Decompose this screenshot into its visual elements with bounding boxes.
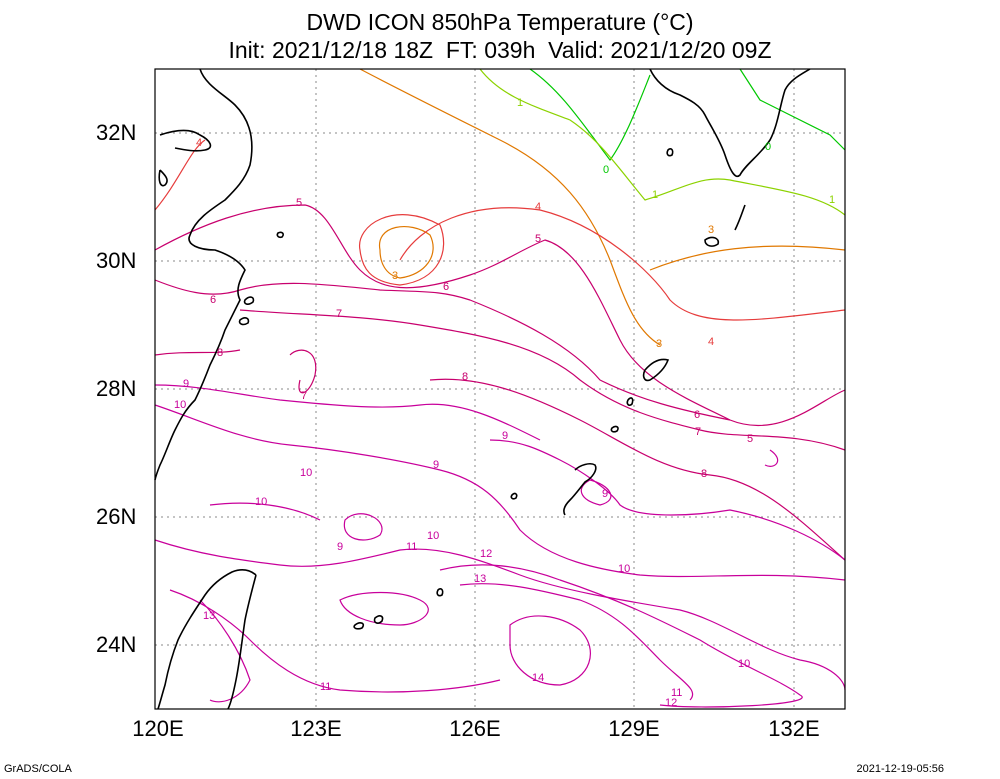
contour-label: 12 [480,548,492,560]
contour-label: 6 [443,281,449,293]
contour-label: 4 [196,137,202,149]
contour-label: 9 [502,430,508,442]
lat-label: 26N [96,504,137,529]
lon-label: 123E [290,716,342,741]
contour-6 [154,279,731,421]
lon-label: 126E [449,716,501,741]
contour-11 [154,539,846,693]
contour-label: 1 [829,194,835,206]
contour-10 [154,404,846,581]
tanegashima [734,204,746,231]
footer-software: GrADS/COLA [4,763,72,775]
contour-label: 0 [603,164,609,176]
contour-0 [529,68,846,162]
contour-label: 8 [701,468,707,480]
miyako [353,615,384,630]
taiwan [157,569,257,710]
chart-subtitle: Init: 2021/12/18 18Z FT: 039h Valid: 202… [228,37,772,63]
lat-label: 32N [96,120,137,145]
contour-label: 7 [695,426,701,438]
contour-13 [199,583,694,703]
contour-label: 7 [301,390,307,402]
contour-7 [239,309,846,451]
contour-label: 4 [535,201,541,213]
yangtze-bay [158,129,212,187]
contour-4 [154,139,846,321]
contour-label: 10 [174,399,186,411]
amami [642,358,670,382]
map-grid [155,69,845,709]
footer-timestamp: 2021-12-19-05:56 [856,763,944,775]
lon-label: 129E [608,716,660,741]
contour-label: 0 [765,141,771,153]
contour-label: 11 [671,687,682,699]
contour-label: 8 [462,371,468,383]
contour-label: 11 [320,681,331,693]
contour-label: 9 [183,378,189,390]
lat-label: 24N [96,632,137,657]
island-g [276,231,284,239]
okinawa [563,463,597,516]
kyushu [649,68,811,177]
contour-label: 1 [517,97,523,109]
yakushima [704,236,720,247]
coastlines [154,68,811,710]
zhoushan [238,296,255,326]
lat-label: 28N [96,376,137,401]
contour-label: 1 [652,189,658,201]
contour-label: 5 [296,197,302,209]
contour-14 [509,615,591,686]
contour-label: 6 [694,409,700,421]
contour-label: 9 [337,541,343,553]
contour-5 [154,204,846,427]
lon-label: 120E [132,716,184,741]
island-b [610,425,619,433]
contour-label: 3 [656,338,662,350]
contour-labels: 0 0 1 1 1 3 3 3 4 4 4 5 5 5 6 6 6 7 7 7 … [174,97,835,709]
contour-1 [479,68,846,216]
contour-label: 5 [535,233,541,245]
plot-frame [154,68,846,710]
contour-label: 10 [255,496,267,508]
contour-label: 8 [217,347,223,359]
island-f [666,148,674,157]
china-coast [154,68,253,481]
contour-label: 10 [738,658,750,670]
contour-label: 10 [427,530,439,542]
contour-label: 7 [336,308,342,320]
chart-title: DWD ICON 850hPa Temperature (°C) [306,9,694,35]
contour-label: 10 [618,563,630,575]
contour-label: 5 [747,433,753,445]
contour-9 [154,384,846,561]
island-d [436,588,444,597]
contour-label: 9 [433,459,439,471]
lat-label: 30N [96,248,137,273]
contour-label: 4 [708,336,714,348]
contour-3 [359,68,846,346]
contour-label: 3 [392,270,398,282]
contour-label: 9 [602,488,608,500]
contour-label: 6 [210,294,216,306]
contour-8 [154,349,846,561]
lon-label: 132E [768,716,820,741]
contour-label: 13 [203,610,215,622]
contour-label: 3 [708,224,714,236]
contour-12 [439,564,803,708]
contour-label: 10 [300,467,312,479]
contour-label: 12 [665,697,677,709]
contour-label: 14 [532,672,544,684]
contour-label: 11 [406,541,417,553]
island-c [626,397,634,406]
contour-label: 13 [474,573,486,585]
island-e [510,492,518,500]
